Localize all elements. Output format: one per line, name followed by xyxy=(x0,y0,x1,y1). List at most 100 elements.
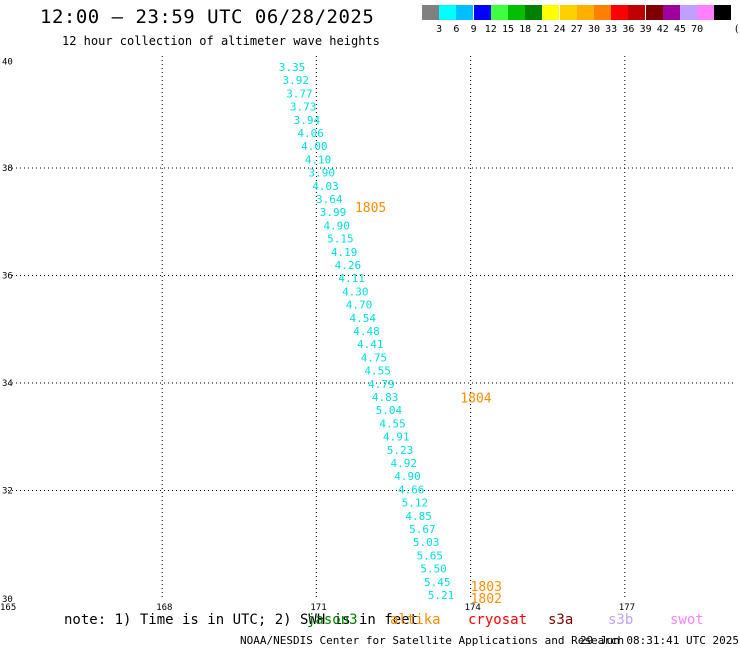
swh-value: 4.10 xyxy=(305,153,332,166)
swh-value: 4.00 xyxy=(301,140,328,153)
scale-tick-label: 12 xyxy=(484,24,497,35)
swh-value: 3.73 xyxy=(290,101,317,114)
pass-number-label: 1804 xyxy=(460,392,491,407)
swh-value: 5.03 xyxy=(413,536,440,549)
lat-label: 34 xyxy=(2,379,13,389)
swh-value: 4.70 xyxy=(346,299,373,312)
scale-unit: (ft) xyxy=(733,24,740,35)
swh-value: 4.19 xyxy=(331,246,358,259)
scale-swatch xyxy=(611,5,629,20)
swh-value: 5.15 xyxy=(327,233,354,246)
scale-tick-label: 42 xyxy=(656,24,669,35)
swh-value: 4.79 xyxy=(368,378,395,391)
swh-value: 5.21 xyxy=(428,589,455,602)
scale-swatch xyxy=(422,5,439,20)
scale-tick-label: 9 xyxy=(470,24,477,35)
scale-swatch xyxy=(525,5,543,20)
mission-swot: swot xyxy=(670,612,704,628)
lon-label: 174 xyxy=(465,603,481,613)
swh-value: 4.03 xyxy=(312,180,339,193)
mission-s3b: s3b xyxy=(608,612,634,628)
swh-value: 4.66 xyxy=(398,483,425,496)
scale-swatch xyxy=(559,5,577,20)
note-text: note: 1) Time is in UTC; 2) SWH is in fe… xyxy=(64,612,419,628)
swh-value: 4.48 xyxy=(353,325,380,338)
swh-value: 5.23 xyxy=(387,444,414,457)
scale-swatch xyxy=(680,5,697,20)
swh-value: 4.41 xyxy=(357,338,384,351)
scale-swatch xyxy=(645,5,663,20)
swh-value: 4.83 xyxy=(372,391,399,404)
scale-swatch xyxy=(439,5,457,20)
swh-value: 5.67 xyxy=(409,523,436,536)
scale-swatch xyxy=(576,5,594,20)
scale-swatch xyxy=(594,5,611,20)
swh-value: 4.11 xyxy=(338,272,365,285)
scale-tick-label: 3 xyxy=(436,24,443,35)
swh-value: 4.90 xyxy=(323,219,350,232)
scale-tick-label: 70 xyxy=(691,24,704,35)
scale-tick-label: 33 xyxy=(605,24,618,35)
swh-value: 5.04 xyxy=(376,404,403,417)
map-subtitle: 12 hour collection of altimeter wave hei… xyxy=(62,34,380,48)
scale-tick-label: 24 xyxy=(553,24,566,35)
scale-tick-label: 15 xyxy=(501,24,515,35)
lon-label: 171 xyxy=(310,603,326,613)
swh-value: 3.64 xyxy=(316,193,343,206)
scale-swatch xyxy=(628,5,646,20)
scale-swatch xyxy=(456,5,474,20)
swh-value: 4.55 xyxy=(379,417,406,430)
swh-value: 3.35 xyxy=(279,61,306,74)
swh-value: 5.65 xyxy=(417,549,444,562)
timestamp-text: 29 Jun 08:31:41 UTC 2025 xyxy=(580,634,739,647)
swh-value: 4.54 xyxy=(350,312,377,325)
swh-value: 4.75 xyxy=(361,351,388,364)
swh-value: 4.55 xyxy=(364,365,391,378)
pass-number-label: 1802 xyxy=(471,592,502,607)
swh-value: 3.77 xyxy=(286,87,313,100)
swh-value: 5.12 xyxy=(402,497,429,510)
lat-label: 36 xyxy=(2,272,13,282)
scale-swatch xyxy=(490,5,508,20)
swh-value: 4.85 xyxy=(405,510,432,523)
swh-value: 5.50 xyxy=(420,563,447,576)
altimeter-track: 3.353.923.773.733.944.064.004.103.904.03… xyxy=(279,61,502,607)
scale-tick-label: 45 xyxy=(673,24,687,35)
mission-altika: altika xyxy=(390,612,441,628)
pass-number-label: 1803 xyxy=(471,580,502,595)
swh-value: 4.91 xyxy=(383,431,410,444)
scale-tick-label: 18 xyxy=(519,24,532,35)
swh-value: 3.92 xyxy=(282,74,309,87)
lon-label: 168 xyxy=(156,603,172,613)
mission-s3a: s3a xyxy=(548,612,574,628)
lat-label: 32 xyxy=(2,487,13,497)
scale-tick-label: 6 xyxy=(453,24,460,35)
swh-value: 4.26 xyxy=(335,259,362,272)
map-title: 12:00 – 23:59 UTC 06/28/2025 xyxy=(40,6,375,28)
swh-value: 3.94 xyxy=(294,114,321,127)
lat-label: 38 xyxy=(2,164,13,174)
scale-tick-label: 30 xyxy=(587,24,601,35)
lon-label: 177 xyxy=(619,603,635,613)
swh-value: 3.90 xyxy=(309,167,336,180)
lat-label: 40 xyxy=(2,58,13,68)
scale-tick-label: 27 xyxy=(570,24,583,35)
scale-swatch xyxy=(542,5,560,20)
mission-cryosat: cryosat xyxy=(468,612,528,628)
swh-value: 4.92 xyxy=(391,457,418,470)
scale-swatch xyxy=(662,5,680,20)
scale-tick-label: 21 xyxy=(536,24,549,35)
scale-swatch xyxy=(714,5,732,20)
credit-text: NOAA/NESDIS Center for Satellite Applica… xyxy=(240,634,625,647)
swh-value: 4.30 xyxy=(342,285,369,298)
scale-tick-label: 36 xyxy=(622,24,635,35)
scale-swatch xyxy=(697,5,715,20)
scale-tick-label: 39 xyxy=(639,24,652,35)
lon-label: 165 xyxy=(0,603,16,613)
pass-number-label: 1805 xyxy=(355,201,386,216)
swh-value: 3.99 xyxy=(320,206,347,219)
scale-swatch xyxy=(508,5,525,20)
